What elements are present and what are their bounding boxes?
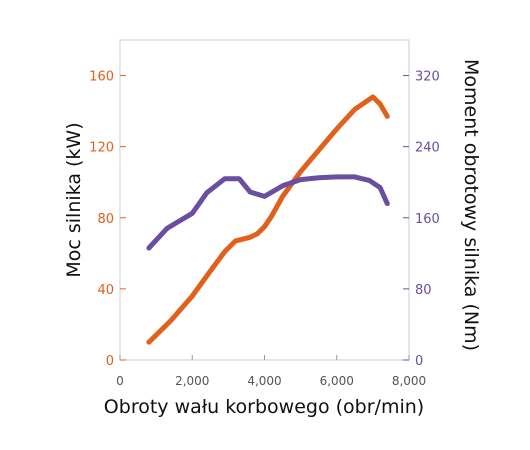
y-right-tick-label: 160 [415,212,440,227]
y-right-tick-label: 0 [415,354,423,369]
y-left-tick-label: 120 [89,141,114,156]
y-left-tick-label: 160 [89,70,114,85]
plot-frame [119,39,410,361]
x-tick-label: 4,000 [247,374,281,388]
x-tick-label: 0 [116,374,124,388]
x-tick-label: 6,000 [320,374,354,388]
y-right-tick-label: 80 [415,283,432,298]
power-series-line [146,94,390,345]
y-left-tick-label: 40 [97,283,114,298]
y-left-tick-label: 80 [97,212,114,227]
x-tick-label: 8,000 [392,374,426,388]
x-tick-label: 2,000 [175,374,209,388]
y-right-tick-label: 320 [415,70,440,85]
torque-series-line [146,174,390,251]
y-left-tick-label: 0 [106,354,114,369]
y-left-axis-title: Moc silnika (kW) [63,122,85,277]
x-axis-title: Obroty wału korbowego (obr/min) [104,396,424,418]
y-right-axis-title: Moment obrotowy silnika (Nm) [460,59,482,351]
y-right-tick-label: 240 [415,141,440,156]
